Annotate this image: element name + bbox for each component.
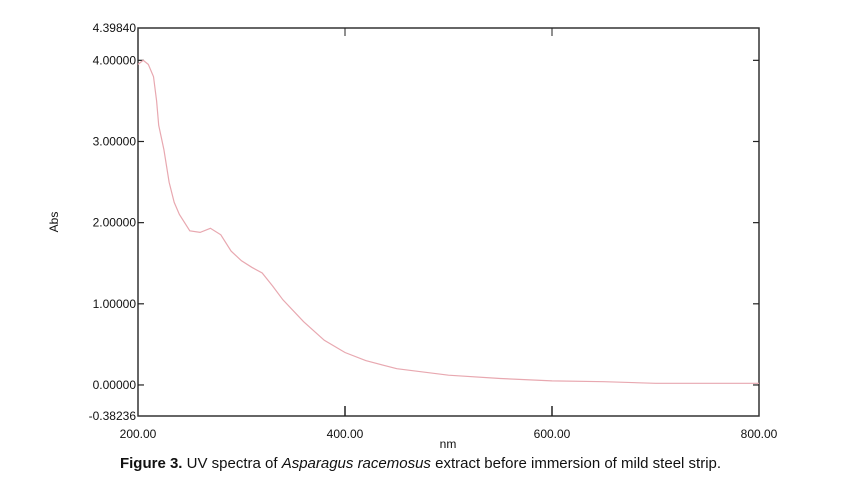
x-tick-label: 800.00: [741, 427, 778, 441]
x-tick-label: 400.00: [327, 427, 364, 441]
caption-label: Figure 3.: [119, 455, 183, 472]
x-tick-label: 600.00: [534, 427, 571, 441]
uv-spectrum-chart: 200.00 400.00 600.00 800.00 4.39840 4.00000 3.…: [47, 21, 778, 450]
y-tick-label: -0.38236: [89, 409, 137, 423]
y-axis-label: Abs: [47, 212, 61, 233]
ticks: 200.00 400.00 600.00 800.00 4.39840 4.00000 3.…: [89, 21, 778, 441]
caption-species: Asparagus racemosus: [281, 455, 431, 472]
x-axis-label: nm: [440, 437, 457, 450]
absorbance-line: [137, 59, 759, 384]
x-tick-label: 200.00: [120, 427, 157, 441]
y-tick-label: 4.39840: [93, 21, 137, 35]
y-tick-label: 1.00000: [93, 297, 137, 311]
plot-frame: [137, 27, 760, 417]
caption-text-before: UV spectra of: [182, 455, 282, 472]
y-tick-label: 3.00000: [93, 134, 137, 148]
y-tick-label: 2.00000: [93, 216, 137, 230]
y-tick-label: 0.00000: [93, 378, 137, 392]
figure-caption: Figure 3. UV spectra of Asparagus racemo…: [0, 455, 841, 472]
axes: [137, 27, 760, 417]
caption-text-after: extract before immersion of mild steel s…: [430, 455, 722, 472]
y-tick-label: 4.00000: [93, 53, 137, 67]
